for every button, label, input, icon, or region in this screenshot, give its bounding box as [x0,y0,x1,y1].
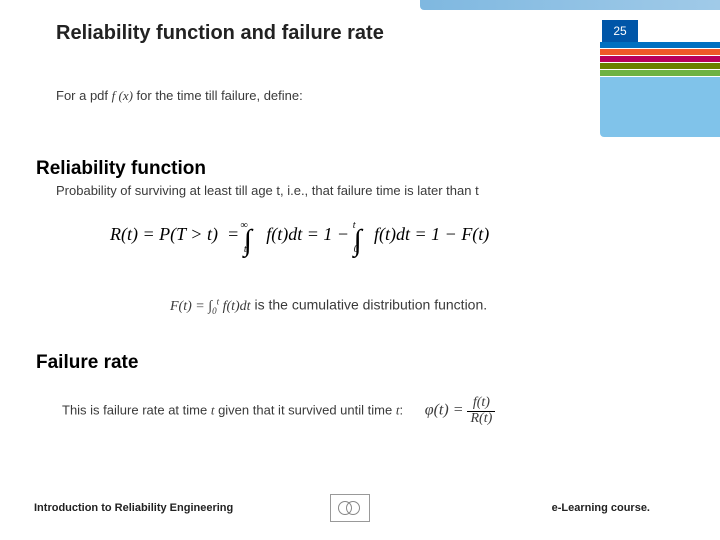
failrate-pre: This is failure rate at time [62,403,211,418]
section-heading-failure-rate: Failure rate [36,352,138,374]
stripe-olive [600,63,720,69]
section-heading-reliability: Reliability function [36,158,206,180]
stripe-magenta [600,56,720,62]
reliability-equation: R(t) = P(T > t) = ∫t∞ f(t)dt = 1 − ∫0t f… [110,224,489,258]
failure-rate-line: This is failure rate at time t given tha… [62,396,495,426]
cdf-math: F(t) = ∫0t f(t)dt [170,299,251,314]
pdf-math-fx: f (x) [112,88,133,103]
header-blue-bar [420,0,720,10]
color-stripe-stack [600,42,720,137]
cern-logo [330,494,370,522]
failrate-colon: : [399,403,403,418]
phi-numerator: f(t) [467,396,495,412]
footer-left-text: Introduction to Reliability Engineering [34,502,233,514]
pdf-intro-pre: For a pdf [56,88,112,103]
header-decoration [420,0,720,10]
phi-denominator: R(t) [467,412,495,427]
pdf-intro-post: for the time till failure, define: [133,88,303,103]
phi-fraction: f(t) R(t) [467,396,495,426]
cdf-definition-line: F(t) = ∫0t f(t)dt is the cumulative dist… [170,296,487,315]
logo-rings-icon [338,499,362,517]
pdf-intro-line: For a pdf f (x) for the time till failur… [56,88,303,104]
footer-right-text: e-Learning course. [552,502,650,514]
page-number: 25 [613,24,626,38]
slide-title: Reliability function and failure rate [56,22,384,45]
stripe-orange [600,49,720,55]
cdf-post-text: is the cumulative distribution function. [254,297,487,313]
stripe-blue [600,42,720,48]
page-number-box: 25 [602,20,638,42]
stripe-green [600,70,720,76]
failrate-mid: given that it survived until time [214,403,395,418]
phi-lhs: φ(t) = [425,402,468,419]
reliability-description: Probability of surviving at least till a… [56,183,479,198]
stripe-lightblue-block [600,77,720,137]
